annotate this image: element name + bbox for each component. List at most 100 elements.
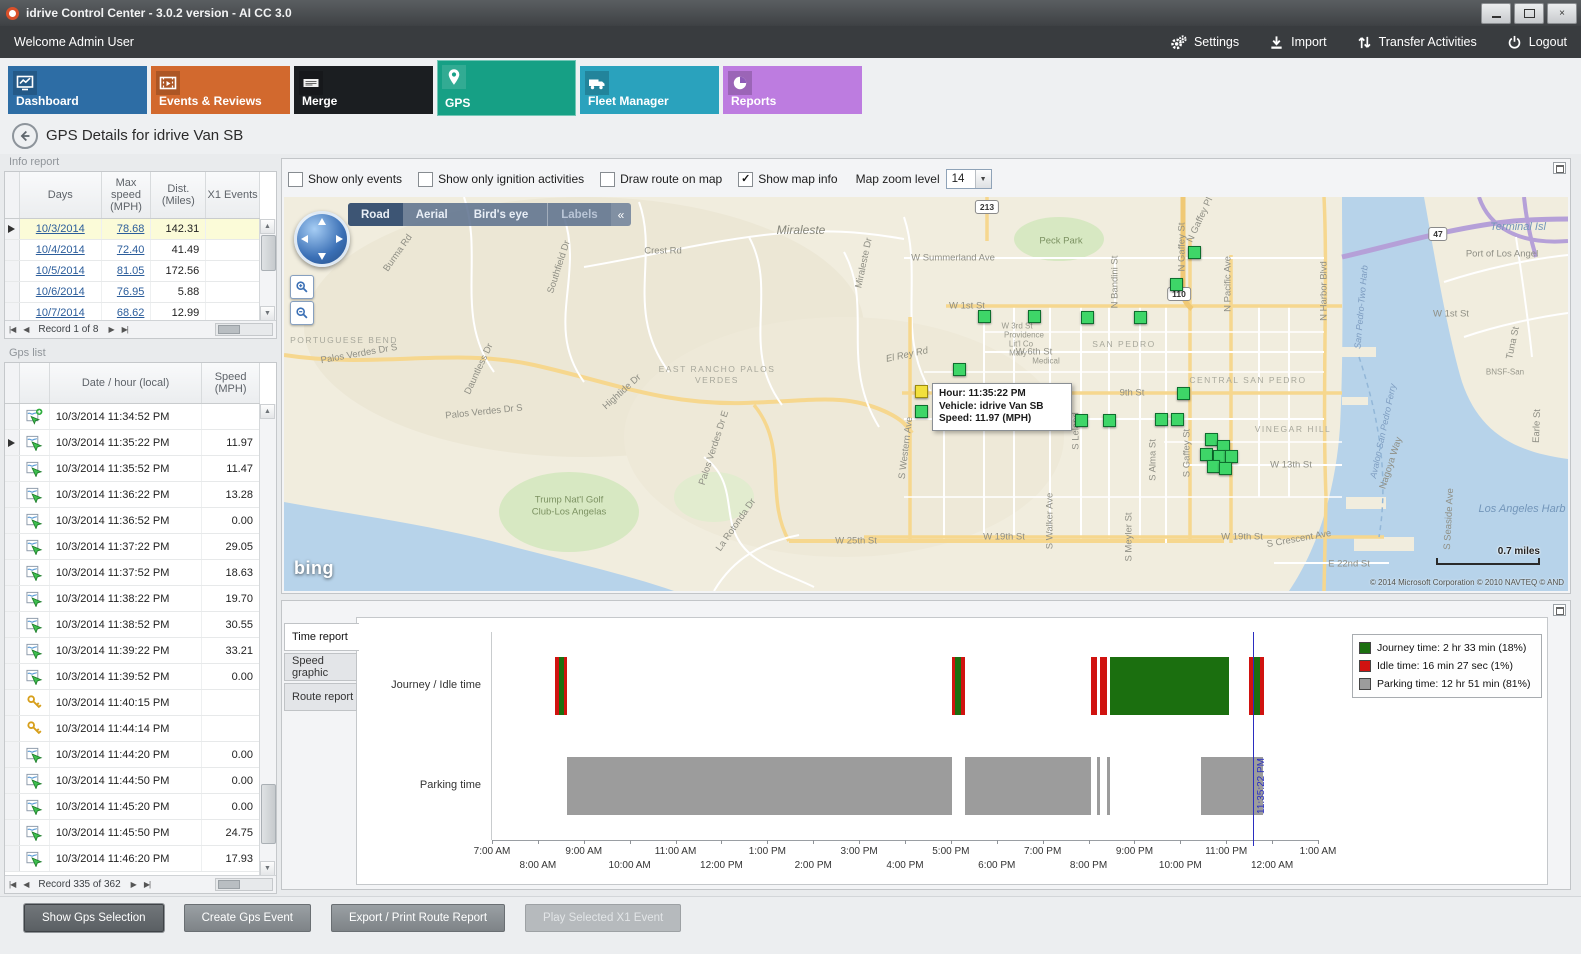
nav-tab-fleet-manager[interactable]: Fleet Manager <box>580 66 719 114</box>
list-item[interactable]: 10/3/2014 11:40:15 PM <box>5 690 260 716</box>
max-speed-link[interactable]: 76.95 <box>116 286 145 298</box>
gps-marker[interactable] <box>1170 278 1183 291</box>
scrollbar-thumb[interactable] <box>261 784 276 844</box>
day-link[interactable]: 10/3/2014 <box>35 223 85 235</box>
day-link[interactable]: 10/5/2014 <box>35 265 85 277</box>
list-item[interactable]: 10/3/2014 11:45:20 PM 0.00 <box>5 794 260 820</box>
previous-page-button[interactable]: ◀ <box>23 325 29 334</box>
maximize-button[interactable] <box>1514 3 1544 24</box>
scroll-down-button[interactable]: ▼ <box>260 861 275 876</box>
checkbox-box[interactable] <box>418 171 434 187</box>
map-zoom-level-select[interactable]: 14 ▼ <box>945 169 992 189</box>
checkbox-draw-route-on-map[interactable]: Draw route on map <box>600 171 722 187</box>
list-item[interactable]: 10/3/2014 11:39:52 PM 0.00 <box>5 664 260 690</box>
max-speed-cell[interactable]: 72.40 <box>102 240 152 260</box>
minimize-button[interactable] <box>1481 3 1511 24</box>
table-row[interactable]: 10/6/2014 76.95 5.88 <box>5 282 260 303</box>
day-link[interactable]: 10/4/2014 <box>35 244 85 256</box>
gps-marker[interactable] <box>1219 462 1232 475</box>
map-compass-control[interactable] <box>294 211 350 267</box>
day-cell[interactable]: 10/5/2014 <box>20 261 102 281</box>
gps-marker[interactable] <box>953 363 966 376</box>
map-view-aerial-button[interactable]: Aerial <box>415 208 448 221</box>
tab-route-report[interactable]: Route report <box>284 683 357 711</box>
gps-marker[interactable] <box>915 405 928 418</box>
map-view-labels-button[interactable]: Labels <box>547 203 610 226</box>
nav-tab-reports[interactable]: Reports <box>723 66 862 114</box>
day-cell[interactable]: 10/7/2014 <box>20 303 102 323</box>
day-cell[interactable]: 10/3/2014 <box>20 219 102 239</box>
menubar-action-settings[interactable]: Settings <box>1170 34 1239 50</box>
gps-marker[interactable] <box>1081 311 1094 324</box>
back-button[interactable] <box>12 123 38 149</box>
max-speed-cell[interactable]: 68.62 <box>102 303 152 323</box>
checkbox-box[interactable] <box>600 171 616 187</box>
table-row[interactable]: 10/3/2014 78.68 142.31 <box>5 219 260 240</box>
next-page-button[interactable]: ▶ <box>130 880 137 889</box>
chevron-down-icon[interactable]: ▼ <box>974 170 991 188</box>
horizontal-scrollbar[interactable] <box>215 878 273 891</box>
checkbox-box[interactable] <box>288 171 303 187</box>
export-print-route-report-button[interactable]: Export / Print Route Report <box>330 904 506 932</box>
first-page-button[interactable]: |◀ <box>9 880 16 889</box>
close-button[interactable]: × <box>1547 3 1577 24</box>
max-speed-link[interactable]: 81.05 <box>116 265 145 277</box>
show-gps-selection-button[interactable]: Show Gps Selection <box>24 904 164 932</box>
gps-marker[interactable] <box>1155 413 1168 426</box>
list-item[interactable]: 10/3/2014 11:45:50 PM 24.75 <box>5 820 260 846</box>
list-item[interactable]: 10/3/2014 11:46:20 PM 17.93 <box>5 846 260 872</box>
table-row[interactable]: 10/7/2014 68.62 12.99 <box>5 303 260 324</box>
checkbox-show-map-info[interactable]: ✓ Show map info <box>738 171 838 187</box>
map-view-road-button[interactable]: Road <box>348 203 403 226</box>
map-panel-maximize-button[interactable] <box>1553 162 1566 174</box>
gps-marker-selected[interactable] <box>915 385 928 398</box>
menubar-action-logout[interactable]: Logout <box>1507 35 1567 50</box>
map-zoom-out-button[interactable] <box>290 301 314 325</box>
list-item[interactable]: 10/3/2014 11:44:50 PM 0.00 <box>5 768 260 794</box>
gps-marker[interactable] <box>978 310 991 323</box>
tab-time-report[interactable]: Time report <box>284 623 359 651</box>
menubar-action-transfer-activities[interactable]: Transfer Activities <box>1357 35 1477 50</box>
checkbox-checked-icon[interactable]: ✓ <box>738 171 754 187</box>
first-page-button[interactable]: |◀ <box>9 325 16 334</box>
list-item[interactable]: 10/3/2014 11:38:52 PM 30.55 <box>5 612 260 638</box>
list-item[interactable]: 10/3/2014 11:37:22 PM 29.05 <box>5 534 260 560</box>
max-speed-cell[interactable]: 78.68 <box>102 219 152 239</box>
list-item[interactable]: 10/3/2014 11:36:52 PM 0.00 <box>5 508 260 534</box>
list-item[interactable]: 10/3/2014 11:39:22 PM 33.21 <box>5 638 260 664</box>
play-selected-x1-event-button[interactable]: Play Selected X1 Event <box>525 904 682 932</box>
gps-marker[interactable] <box>1188 246 1201 259</box>
day-cell[interactable]: 10/6/2014 <box>20 282 102 302</box>
scroll-down-button[interactable]: ▼ <box>260 306 275 321</box>
day-cell[interactable]: 10/4/2014 <box>20 240 102 260</box>
scrollbar-thumb[interactable] <box>261 235 276 271</box>
list-item[interactable]: 10/3/2014 11:38:22 PM 19.70 <box>5 586 260 612</box>
vertical-scrollbar[interactable]: ▲ ▼ <box>259 219 276 321</box>
max-speed-link[interactable]: 78.68 <box>116 223 145 235</box>
checkbox-show-only-events[interactable]: Show only events <box>288 171 402 187</box>
nav-tab-dashboard[interactable]: Dashboard <box>8 66 147 114</box>
list-item[interactable]: 10/3/2014 11:35:52 PM 11.47 <box>5 456 260 482</box>
max-speed-cell[interactable]: 81.05 <box>102 261 152 281</box>
horizontal-scrollbar-thumb[interactable] <box>218 325 240 334</box>
max-speed-link[interactable]: 68.62 <box>116 307 145 319</box>
day-link[interactable]: 10/6/2014 <box>35 286 85 298</box>
gps-marker[interactable] <box>1205 433 1218 446</box>
nav-tab-events-reviews[interactable]: Events & Reviews <box>151 66 290 114</box>
gps-marker[interactable] <box>1134 311 1147 324</box>
chart-panel-maximize-button[interactable] <box>1553 604 1566 616</box>
list-item[interactable]: 10/3/2014 11:44:20 PM 0.00 <box>5 742 260 768</box>
horizontal-scrollbar-thumb[interactable] <box>218 880 240 889</box>
gps-marker[interactable] <box>1075 414 1088 427</box>
gps-marker[interactable] <box>1103 414 1116 427</box>
map-viewbar-collapse-button[interactable]: « <box>610 203 632 226</box>
scroll-up-button[interactable]: ▲ <box>260 219 275 234</box>
menubar-action-import[interactable]: Import <box>1269 35 1327 50</box>
last-page-button[interactable]: ▶| <box>143 880 151 889</box>
previous-page-button[interactable]: ◀ <box>23 880 29 889</box>
map-view-bird-s-eye-button[interactable]: Bird's eye <box>473 208 529 221</box>
create-gps-event-button[interactable]: Create Gps Event <box>183 904 311 932</box>
max-speed-cell[interactable]: 76.95 <box>102 282 152 302</box>
checkbox-show-only-ignition-activities[interactable]: Show only ignition activities <box>418 171 584 187</box>
last-page-button[interactable]: ▶| <box>121 325 129 334</box>
